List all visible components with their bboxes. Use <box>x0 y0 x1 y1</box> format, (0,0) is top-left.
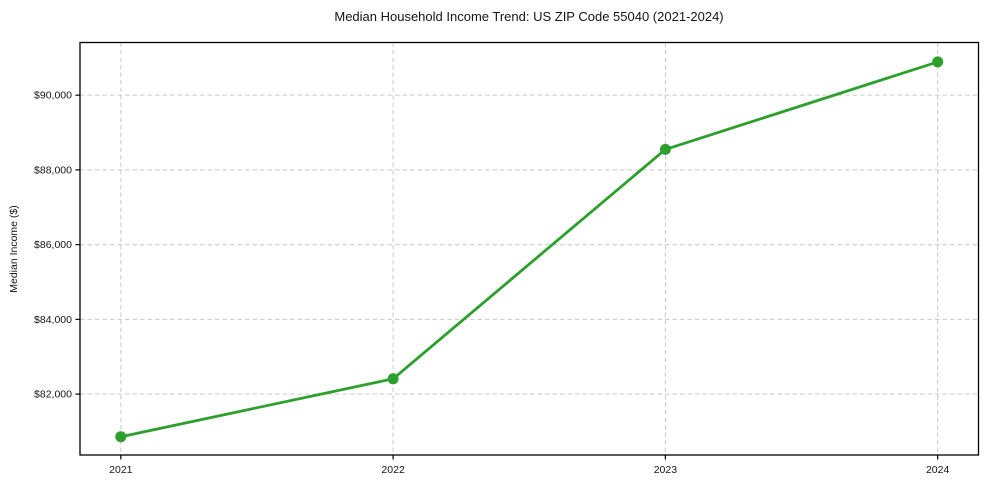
y-axis-label: Median Income ($) <box>8 205 20 293</box>
data-point-marker <box>932 56 944 68</box>
grid-layer <box>80 42 979 455</box>
x-tick-label: 2024 <box>926 464 950 476</box>
plot-border <box>79 41 980 456</box>
x-tick-label: 2023 <box>654 464 678 476</box>
x-tick-label: 2022 <box>381 464 405 476</box>
y-tick-label: $88,000 <box>34 164 72 176</box>
income-trend-line <box>119 60 940 439</box>
axes-spines <box>79 41 980 456</box>
data-point-marker <box>115 431 127 443</box>
series-layer <box>115 56 944 443</box>
y-tick-label: $84,000 <box>34 314 72 326</box>
data-point-marker <box>387 373 399 385</box>
y-tick-label: $82,000 <box>34 389 72 401</box>
tick-layer: 2021 2022 2023 2024 $82,000 $84,000 $86,000 $88… <box>34 90 949 476</box>
x-tick-label: 2021 <box>109 464 133 476</box>
data-point-marker <box>659 143 671 155</box>
y-tick-label: $86,000 <box>34 239 72 251</box>
chart-title: Median Household Income Trend: US ZIP Co… <box>334 9 723 24</box>
y-tick-label: $90,000 <box>34 90 72 102</box>
